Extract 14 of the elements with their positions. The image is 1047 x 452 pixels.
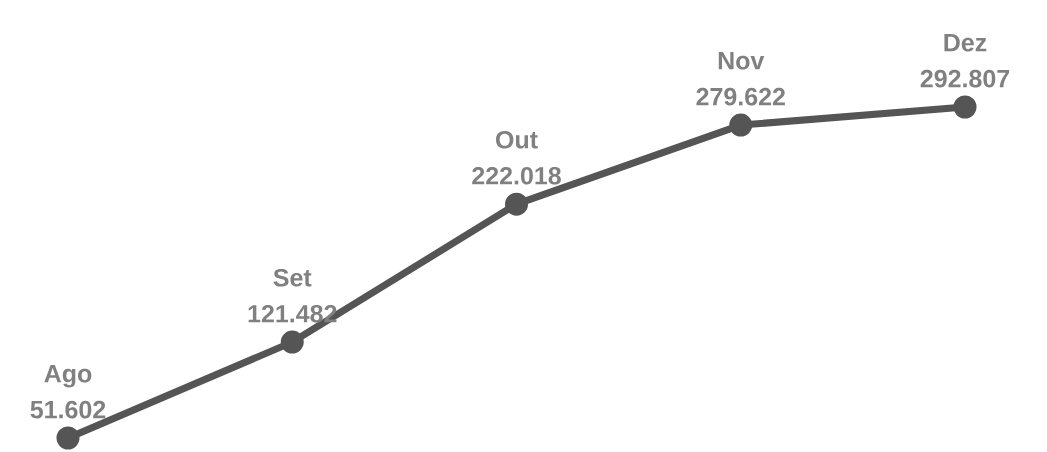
x-tick-label: Set — [273, 268, 312, 287]
x-tick-label: Ago — [44, 365, 92, 388]
point — [505, 192, 528, 216]
data-label: 51.602 — [30, 400, 106, 419]
data-label: 222.018 — [472, 166, 561, 185]
point — [280, 330, 304, 354]
x-tick-label: Dez — [944, 34, 987, 52]
point — [729, 113, 753, 137]
point — [56, 426, 80, 450]
point — [953, 95, 977, 119]
data-label: 292.807 — [920, 69, 1010, 88]
x-tick-label: Out — [496, 130, 538, 149]
data-label: 279.622 — [696, 87, 785, 106]
x-tick-label: Nov — [718, 52, 765, 70]
